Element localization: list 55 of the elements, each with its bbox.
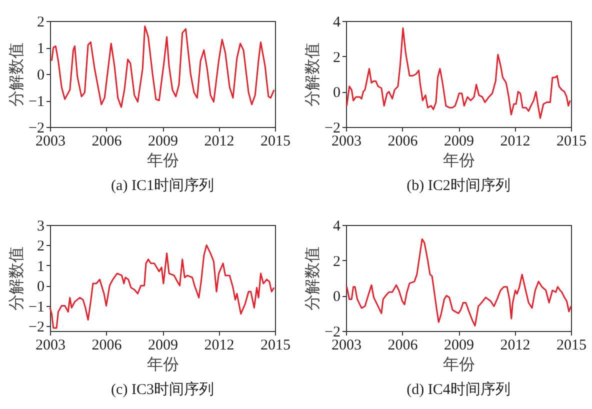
y-tick-label: −1 <box>28 299 44 316</box>
x-tick-label: 2012 <box>204 338 234 354</box>
x-tick-label: 2009 <box>148 338 178 354</box>
y-axis-title: 分解数值 <box>304 246 322 310</box>
x-axis-title: 年份 <box>147 152 179 170</box>
y-tick-label: 4 <box>333 14 341 30</box>
x-tick-label: 2006 <box>388 338 418 354</box>
text: (d) IC4时间序列 <box>406 381 510 398</box>
y-axis-title: 分解数值 <box>304 42 322 106</box>
x-tick-label: 2003 <box>36 134 66 150</box>
x-tick-label: 2015 <box>556 134 586 150</box>
line-series <box>346 238 572 326</box>
y-tick-label: 0 <box>37 279 44 296</box>
x-tick-label: 2006 <box>388 134 418 150</box>
y-tick-label: 2 <box>333 50 340 66</box>
y-tick-label: 1 <box>37 258 44 275</box>
x-tick-label: 2012 <box>500 338 530 354</box>
x-axis-title: 年份 <box>147 356 179 374</box>
x-tick-label: 2006 <box>92 338 122 354</box>
x-axis-title: 年份 <box>443 356 475 374</box>
x-tick-label: 2009 <box>444 134 474 150</box>
x-tick-label: 2015 <box>556 338 586 354</box>
y-tick-label: 0 <box>333 85 340 102</box>
y-tick-label: −1 <box>28 94 44 110</box>
line-series <box>49 244 275 329</box>
x-tick-label: 2012 <box>204 134 234 150</box>
text: (c) IC3时间序列 <box>111 381 214 398</box>
y-axis-title: 分解数值 <box>8 246 26 310</box>
y-tick-label: 2 <box>333 254 340 270</box>
x-tick-label: 2009 <box>148 134 178 150</box>
line-series <box>346 27 571 119</box>
text: (a) IC1时间序列 <box>111 177 214 194</box>
y-tick-label: 0 <box>37 68 44 84</box>
y-tick-label: 2 <box>37 14 44 30</box>
x-axis-title: 年份 <box>443 152 475 170</box>
y-tick-label: 2 <box>37 238 44 255</box>
y-tick-label: 0 <box>333 289 340 306</box>
x-tick-label: 2009 <box>444 338 474 354</box>
y-tick-label: 4 <box>333 218 341 234</box>
y-tick-label: 1 <box>37 41 44 57</box>
x-tick-label: 2003 <box>36 338 66 354</box>
y-tick-label: −2 <box>324 120 340 136</box>
x-tick-label: 2006 <box>92 134 122 150</box>
y-tick-label: −2 <box>28 120 44 136</box>
text: (b) IC2时间序列 <box>406 177 510 194</box>
line-series <box>50 26 275 108</box>
x-tick-label: 2015 <box>260 134 290 150</box>
x-tick-label: 2003 <box>332 338 362 354</box>
x-tick-label: 2003 <box>332 134 362 150</box>
y-tick-label: −2 <box>324 324 340 340</box>
y-tick-label: −2 <box>28 319 44 336</box>
x-tick-label: 2012 <box>500 134 530 150</box>
x-tick-label: 2015 <box>260 338 290 354</box>
y-tick-label: 3 <box>37 218 44 234</box>
y-axis-title: 分解数值 <box>8 42 26 106</box>
